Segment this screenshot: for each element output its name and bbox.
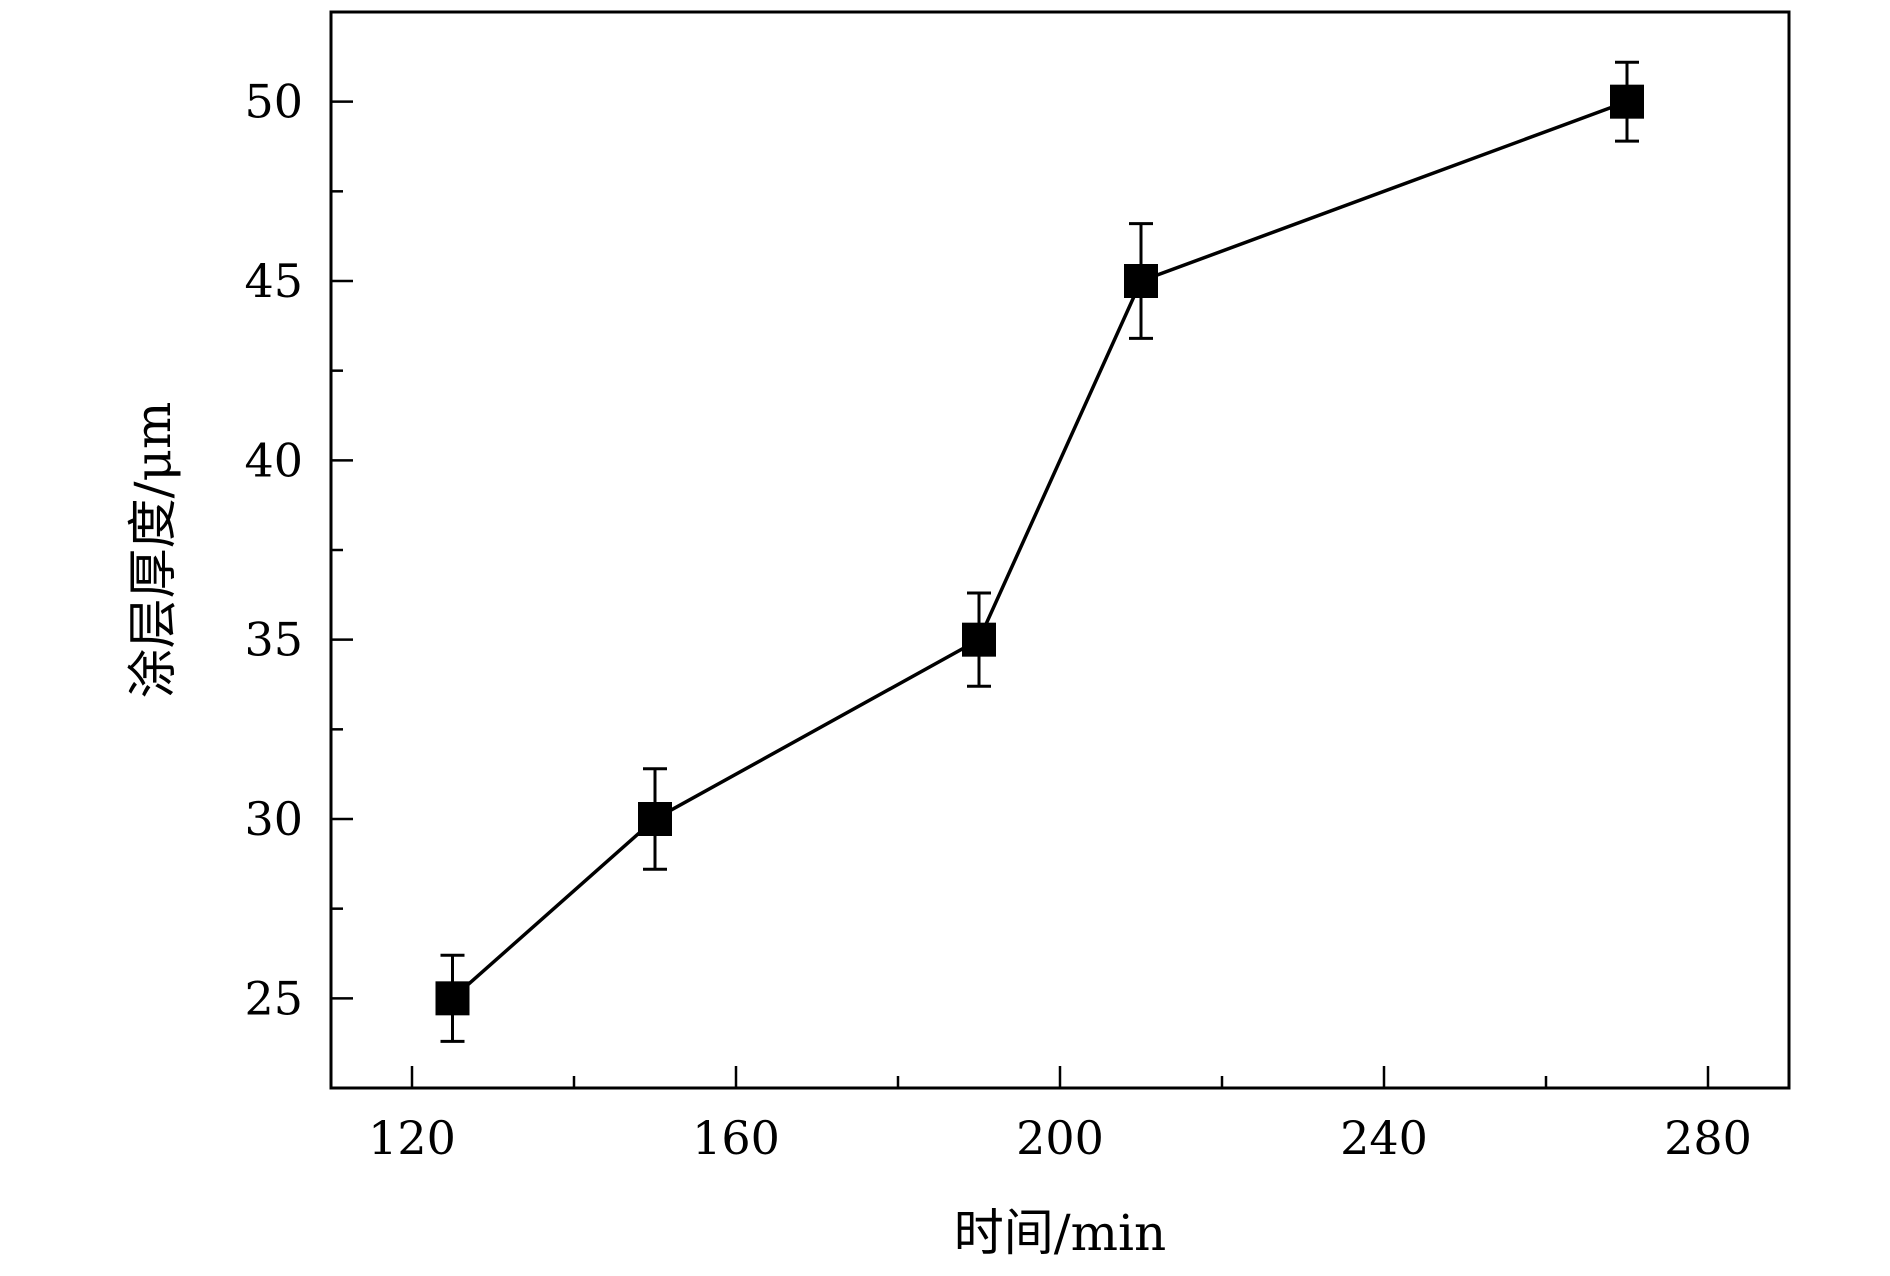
x-tick-label: 120 <box>368 1111 456 1165</box>
y-tick-label: 25 <box>244 971 303 1025</box>
y-tick-label: 45 <box>244 254 303 308</box>
y-tick-label: 40 <box>244 433 303 487</box>
plot-frame <box>329 10 1791 1090</box>
data-point <box>638 802 672 836</box>
x-tick-label: 280 <box>1664 1111 1752 1165</box>
data-point <box>1124 264 1158 298</box>
data-point <box>435 981 470 1016</box>
data-point <box>962 622 996 657</box>
x-axis-title: 时间/min <box>954 1204 1166 1262</box>
y-tick-label: 30 <box>244 792 303 846</box>
series-line <box>451 100 1628 1000</box>
x-tick-label: 240 <box>1340 1111 1428 1165</box>
tick-labels: 120 160 200 240 280 25 30 35 40 45 50 <box>244 75 1751 1165</box>
x-tick-label: 160 <box>692 1111 780 1165</box>
axis-ticks <box>331 100 1710 1088</box>
y-axis-title: 涂层厚度/μm <box>124 402 182 699</box>
y-tick-label: 50 <box>244 75 303 129</box>
data-point <box>1610 84 1644 119</box>
x-tick-label: 200 <box>1016 1111 1104 1165</box>
y-tick-label: 35 <box>244 613 303 667</box>
data-series <box>435 60 1644 1043</box>
